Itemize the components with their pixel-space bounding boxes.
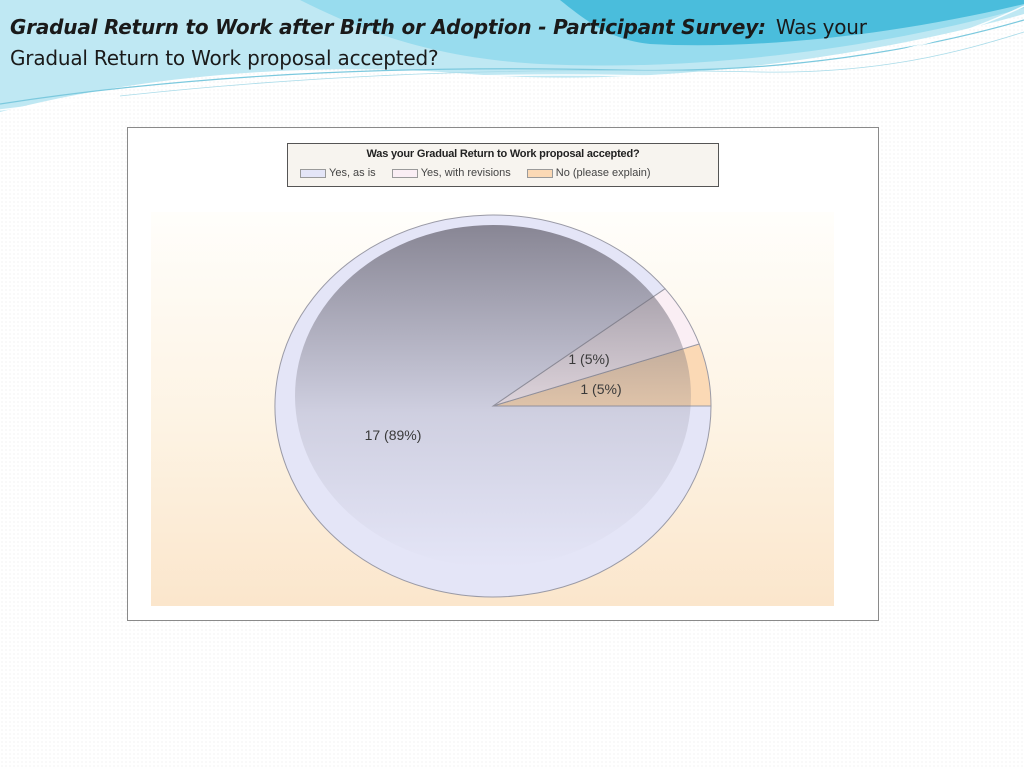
chart-legend: Was your Gradual Return to Work proposal… [287,143,719,187]
legend-label: Yes, as is [329,167,376,179]
data-label-yes-as-is: 17 (89%) [365,427,422,443]
legend-label: Yes, with revisions [420,167,511,179]
slide-title-lead: Gradual Return to Work after Birth or Ad… [10,15,766,39]
decorative-swoosh [0,0,1024,112]
legend-items: Yes, as is Yes, with revisions No (pleas… [300,167,651,179]
data-label-yes-with-revisions: 1 (5%) [568,351,609,367]
data-label-no-please-explain: 1 (5%) [580,381,621,397]
legend-swatch [391,168,418,178]
legend-swatch [300,168,326,178]
pie-chart: 17 (89%) 1 (5%) 1 (5%) [274,214,712,598]
pie-shading [295,225,691,567]
legend-label: No (please explain) [555,167,651,179]
slide-title: Gradual Return to Work after Birth or Ad… [10,12,910,74]
legend-swatch [526,168,553,178]
slide-title-rest: Was your Gradual Return to Work proposal… [10,15,867,70]
legend-item-yes-with-revisions: Yes, with revisions [391,167,511,179]
chart-title: Was your Gradual Return to Work proposal… [366,148,640,160]
chart-frame: Was your Gradual Return to Work proposal… [127,127,879,621]
legend-item-yes-as-is: Yes, as is [300,167,376,179]
legend-item-no-please-explain: No (please explain) [526,167,651,179]
